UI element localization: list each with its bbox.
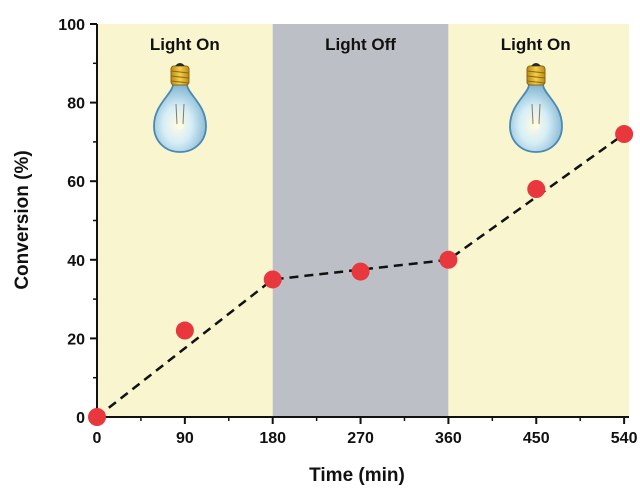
y-tick-label: 40 (67, 253, 85, 270)
trend-line (96, 133, 625, 418)
data-point (263, 270, 282, 289)
trend-line-layer (96, 133, 625, 418)
regions: Light On Light Off Light On (97, 24, 629, 417)
x-tick-label: 360 (435, 430, 462, 447)
y-tick-label: 60 (67, 174, 85, 191)
region-band (272, 24, 449, 417)
x-tick-label: 540 (611, 430, 638, 447)
data-point (439, 250, 458, 269)
data-point (527, 180, 546, 199)
data-point (175, 321, 194, 340)
axes: 0 20 40 60 80 100 0 90 180 270 360 450 540 (58, 17, 637, 447)
data-points (88, 125, 634, 426)
region-label: Light On (150, 35, 220, 54)
x-tick-label: 450 (523, 430, 550, 447)
y-tick-label: 80 (67, 96, 85, 113)
data-point (88, 408, 106, 426)
y-tick-label: 100 (58, 17, 85, 34)
x-tick-label: 270 (347, 430, 374, 447)
region-label: Light Off (325, 35, 396, 54)
y-tick-label: 20 (67, 331, 85, 348)
x-tick-label: 180 (259, 430, 286, 447)
x-tick-label: 90 (176, 430, 194, 447)
x-tick-label: 0 (93, 430, 102, 447)
x-axis-label: Time (min) (309, 465, 405, 486)
y-axis-label: Conversion (%) (12, 150, 33, 289)
data-point (351, 262, 370, 281)
data-point (615, 125, 634, 144)
y-tick-label: 0 (76, 410, 85, 427)
region-label: Light On (501, 35, 571, 54)
